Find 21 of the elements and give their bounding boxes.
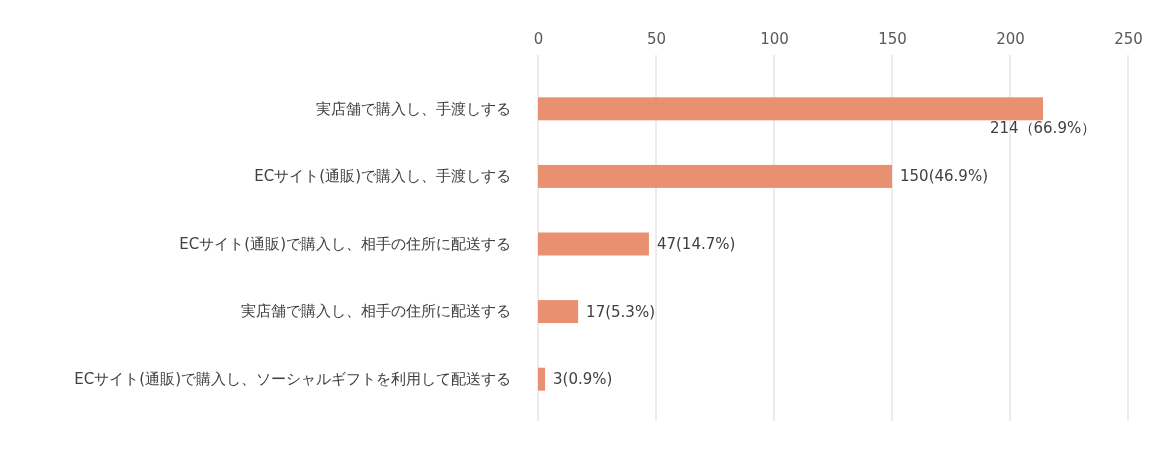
- y-tick-label: ECサイト(通販)で購入し、ソーシャルギフトを利用して配送する: [74, 370, 511, 388]
- x-tick-label: 50: [646, 30, 667, 48]
- x-tick-label: 100: [760, 30, 789, 48]
- data-label: 17(5.3%): [586, 302, 656, 321]
- data-label: 214（66.9%）: [989, 119, 1097, 138]
- x-tick-label: 200: [996, 30, 1025, 48]
- bar: [538, 300, 579, 324]
- data-label: 47(14.7%): [656, 235, 736, 253]
- x-tick-label: 250: [1114, 30, 1143, 48]
- bar: [538, 232, 649, 256]
- x-tick-label: 0: [533, 30, 544, 48]
- data-label: 3(0.9%): [553, 370, 613, 389]
- y-tick-label: ECサイト(通販)で購入し、相手の住所に配送する: [179, 234, 511, 253]
- data-label: 150(46.9%): [900, 167, 988, 186]
- bar: [538, 97, 1044, 121]
- bar: [538, 164, 892, 188]
- y-tick-label: 実店舗で購入し、手渡しする: [316, 99, 511, 118]
- y-tick-label: ECサイト(通販)で購入し、手渡しする: [254, 167, 511, 186]
- bar: [538, 367, 546, 391]
- x-tick-label: 150: [878, 30, 907, 48]
- y-tick-label: 実店舗で購入し、相手の住所に配送する: [241, 302, 511, 321]
